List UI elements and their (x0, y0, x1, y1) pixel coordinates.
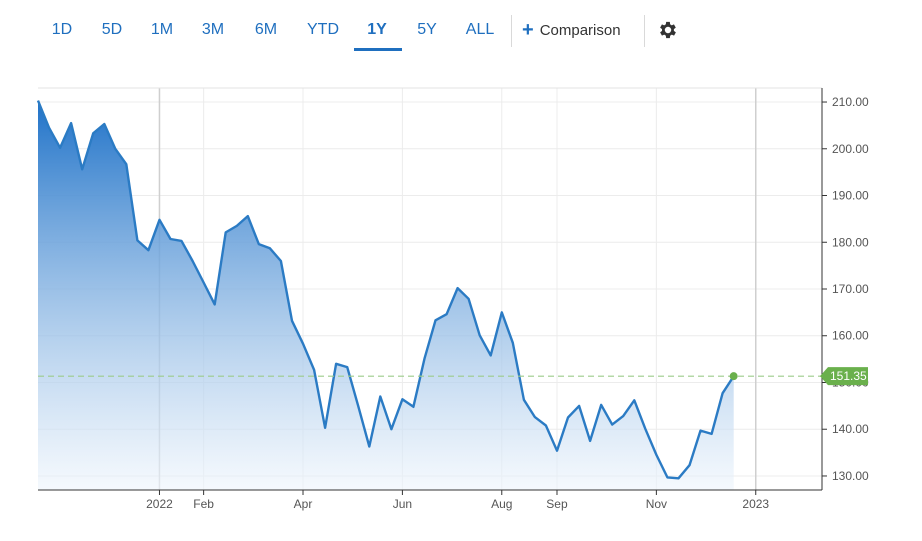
chart-axes (38, 88, 827, 495)
last-price-badge-shape (820, 367, 868, 386)
range-3m-button[interactable]: 3M (198, 17, 228, 43)
range-1y-button[interactable]: 1Y (363, 17, 391, 43)
x-tick-label: 2023 (742, 497, 769, 511)
last-price-badge: 151.35 (729, 367, 868, 386)
x-tick-label: Sep (546, 497, 568, 511)
price-chart: 210.00200.00190.00180.00170.00160.00150.… (36, 87, 869, 511)
gear-icon[interactable] (657, 19, 679, 41)
comparison-label: Comparison (539, 22, 621, 39)
active-range-indicator (354, 48, 402, 51)
range-5y-button[interactable]: 5Y (413, 17, 441, 43)
price-area (38, 100, 734, 490)
range-ytd-button[interactable]: YTD (305, 17, 341, 43)
y-tick-label: 180.00 (832, 235, 869, 249)
x-tick-label: Nov (646, 497, 667, 511)
x-tick-label: Jun (393, 497, 412, 511)
x-tick-label: Feb (193, 497, 214, 511)
range-5d-button[interactable]: 5D (98, 17, 126, 43)
comparison-button[interactable]: + Comparison (522, 17, 621, 43)
toolbar-divider (511, 15, 512, 47)
plus-icon: + (522, 19, 534, 41)
y-tick-label: 200.00 (832, 142, 869, 156)
range-1d-button[interactable]: 1D (48, 17, 76, 43)
y-tick-label: 130.00 (832, 469, 869, 483)
x-tick-label: Aug (491, 497, 512, 511)
y-tick-label: 170.00 (832, 282, 869, 296)
y-axis-labels: 210.00200.00190.00180.00170.00160.00150.… (832, 95, 869, 483)
y-tick-label: 160.00 (832, 329, 869, 343)
y-tick-label: 140.00 (832, 422, 869, 436)
last-price-value: 151.35 (830, 369, 867, 383)
range-6m-button[interactable]: 6M (251, 17, 281, 43)
last-price-marker (729, 372, 738, 381)
range-1m-button[interactable]: 1M (148, 17, 176, 43)
range-toolbar: 1D 5D 1M 3M 6M YTD 1Y 5Y ALL + Comparison (0, 0, 922, 60)
x-axis-labels: 2022 Feb Apr Jun Aug Sep Nov 2023 (146, 497, 769, 511)
y-tick-label: 210.00 (832, 95, 869, 109)
price-line (36, 100, 735, 480)
y-tick-label: 190.00 (832, 189, 869, 203)
range-all-button[interactable]: ALL (463, 17, 497, 43)
x-tick-label: 2022 (146, 497, 173, 511)
x-tick-label: Apr (294, 497, 313, 511)
toolbar-divider (644, 15, 645, 47)
